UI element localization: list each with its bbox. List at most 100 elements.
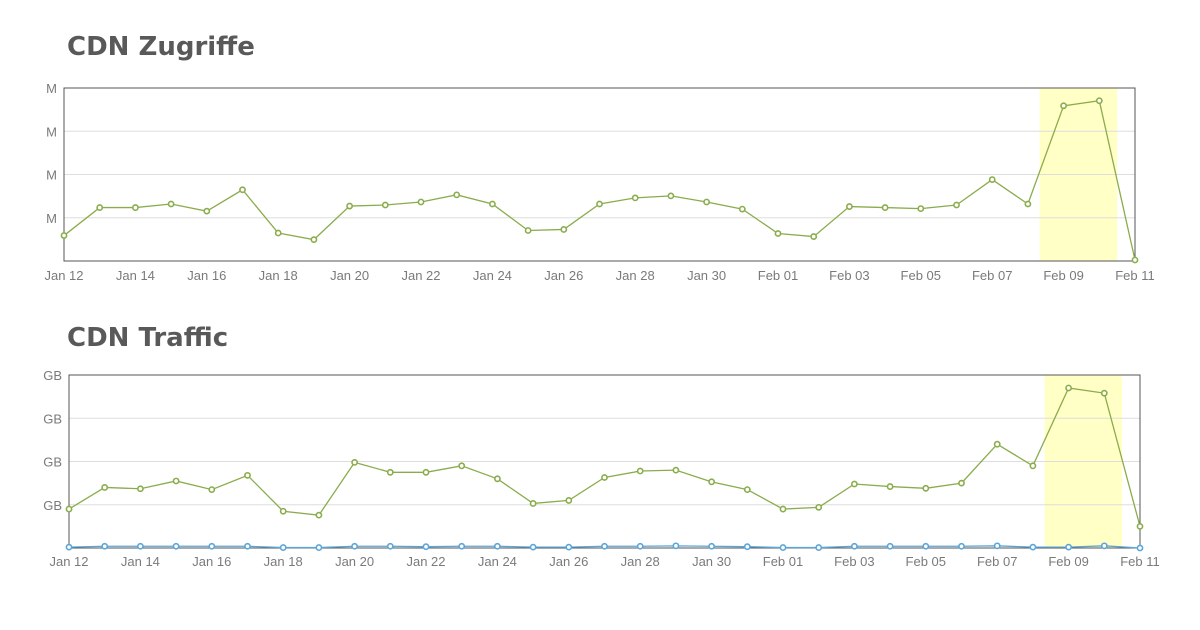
data-point[interactable] xyxy=(351,542,358,550)
data-point[interactable] xyxy=(667,192,675,200)
data-point[interactable] xyxy=(65,505,73,513)
data-point[interactable] xyxy=(458,462,466,470)
data-point[interactable] xyxy=(743,543,751,551)
data-point[interactable] xyxy=(815,503,823,511)
data-point[interactable] xyxy=(453,191,461,199)
data-point[interactable] xyxy=(631,194,639,202)
data-point[interactable] xyxy=(493,542,501,550)
data-point[interactable] xyxy=(386,542,394,550)
data-point[interactable] xyxy=(315,544,323,551)
data-point[interactable] xyxy=(565,543,573,551)
data-point[interactable] xyxy=(779,544,787,551)
data-point[interactable] xyxy=(881,204,889,211)
x-tick-label: Jan 30 xyxy=(687,268,726,283)
data-point[interactable] xyxy=(279,507,287,515)
data-point[interactable] xyxy=(244,471,251,479)
data-point[interactable] xyxy=(703,198,710,206)
data-point[interactable] xyxy=(136,485,144,493)
data-point[interactable] xyxy=(203,207,211,215)
x-tick-label: Feb 03 xyxy=(829,268,869,283)
data-point[interactable] xyxy=(1065,384,1072,392)
data-point[interactable] xyxy=(167,200,175,208)
data-point[interactable] xyxy=(529,500,537,507)
data-point[interactable] xyxy=(1136,522,1144,530)
data-point[interactable] xyxy=(315,511,323,519)
data-point[interactable] xyxy=(565,497,573,504)
x-tick-label: Jan 16 xyxy=(192,554,231,569)
data-point[interactable] xyxy=(239,186,246,194)
data-point[interactable] xyxy=(993,542,1001,550)
data-point[interactable] xyxy=(886,483,894,490)
data-point[interactable] xyxy=(493,475,501,483)
data-point[interactable] xyxy=(1100,389,1108,397)
data-point[interactable] xyxy=(172,542,180,550)
data-point[interactable] xyxy=(917,205,925,212)
data-point[interactable] xyxy=(851,542,858,550)
data-point[interactable] xyxy=(172,477,180,485)
data-point[interactable] xyxy=(672,466,680,474)
data-point[interactable] xyxy=(381,201,389,209)
data-point[interactable] xyxy=(101,542,109,550)
data-point[interactable] xyxy=(922,542,930,550)
data-point[interactable] xyxy=(1100,542,1108,550)
y-tick-label: M xyxy=(46,168,57,183)
data-point[interactable] xyxy=(208,486,216,494)
data-point[interactable] xyxy=(774,230,782,237)
data-point[interactable] xyxy=(560,226,568,233)
data-point[interactable] xyxy=(672,542,680,550)
data-point[interactable] xyxy=(708,478,715,486)
data-point[interactable] xyxy=(1131,256,1139,264)
data-point[interactable] xyxy=(958,542,965,550)
data-point[interactable] xyxy=(351,458,358,466)
data-point[interactable] xyxy=(136,542,144,550)
data-point[interactable] xyxy=(993,440,1001,448)
data-point[interactable] xyxy=(529,543,537,551)
data-point[interactable] xyxy=(846,203,853,210)
data-point[interactable] xyxy=(310,236,318,244)
data-point[interactable] xyxy=(524,227,532,234)
data-point[interactable] xyxy=(958,479,965,487)
data-point[interactable] xyxy=(988,176,996,183)
data-point[interactable] xyxy=(1029,543,1037,551)
data-point[interactable] xyxy=(101,484,109,491)
data-point[interactable] xyxy=(208,542,216,550)
data-point[interactable] xyxy=(488,200,496,208)
data-point[interactable] xyxy=(1095,97,1103,105)
data-point[interactable] xyxy=(346,202,353,210)
data-point[interactable] xyxy=(636,467,644,475)
data-point[interactable] xyxy=(851,480,858,488)
data-point[interactable] xyxy=(953,201,960,209)
data-point[interactable] xyxy=(1024,200,1032,208)
data-point[interactable] xyxy=(422,543,430,551)
data-point[interactable] xyxy=(417,198,425,206)
data-point[interactable] xyxy=(922,484,930,492)
data-point[interactable] xyxy=(743,486,751,494)
data-point[interactable] xyxy=(60,232,68,239)
data-point[interactable] xyxy=(601,542,608,550)
data-point[interactable] xyxy=(279,544,287,551)
data-point[interactable] xyxy=(779,505,787,513)
data-point[interactable] xyxy=(131,204,139,211)
x-tick-label: Feb 11 xyxy=(1115,268,1155,283)
data-point[interactable] xyxy=(1060,102,1067,110)
data-point[interactable] xyxy=(596,200,603,208)
data-point[interactable] xyxy=(1065,543,1072,551)
data-point[interactable] xyxy=(274,229,282,237)
data-point[interactable] xyxy=(96,204,104,211)
data-point[interactable] xyxy=(810,233,818,240)
data-point[interactable] xyxy=(815,544,823,551)
data-point[interactable] xyxy=(244,542,251,550)
data-point[interactable] xyxy=(636,542,644,550)
data-point[interactable] xyxy=(65,543,73,551)
data-point[interactable] xyxy=(422,468,430,476)
data-point[interactable] xyxy=(738,205,746,213)
data-point[interactable] xyxy=(386,468,394,476)
data-point[interactable] xyxy=(1136,544,1144,552)
data-point[interactable] xyxy=(601,474,608,481)
data-point[interactable] xyxy=(708,542,715,550)
data-point[interactable] xyxy=(886,542,894,550)
data-point[interactable] xyxy=(458,542,466,550)
data-point[interactable] xyxy=(1029,462,1037,470)
